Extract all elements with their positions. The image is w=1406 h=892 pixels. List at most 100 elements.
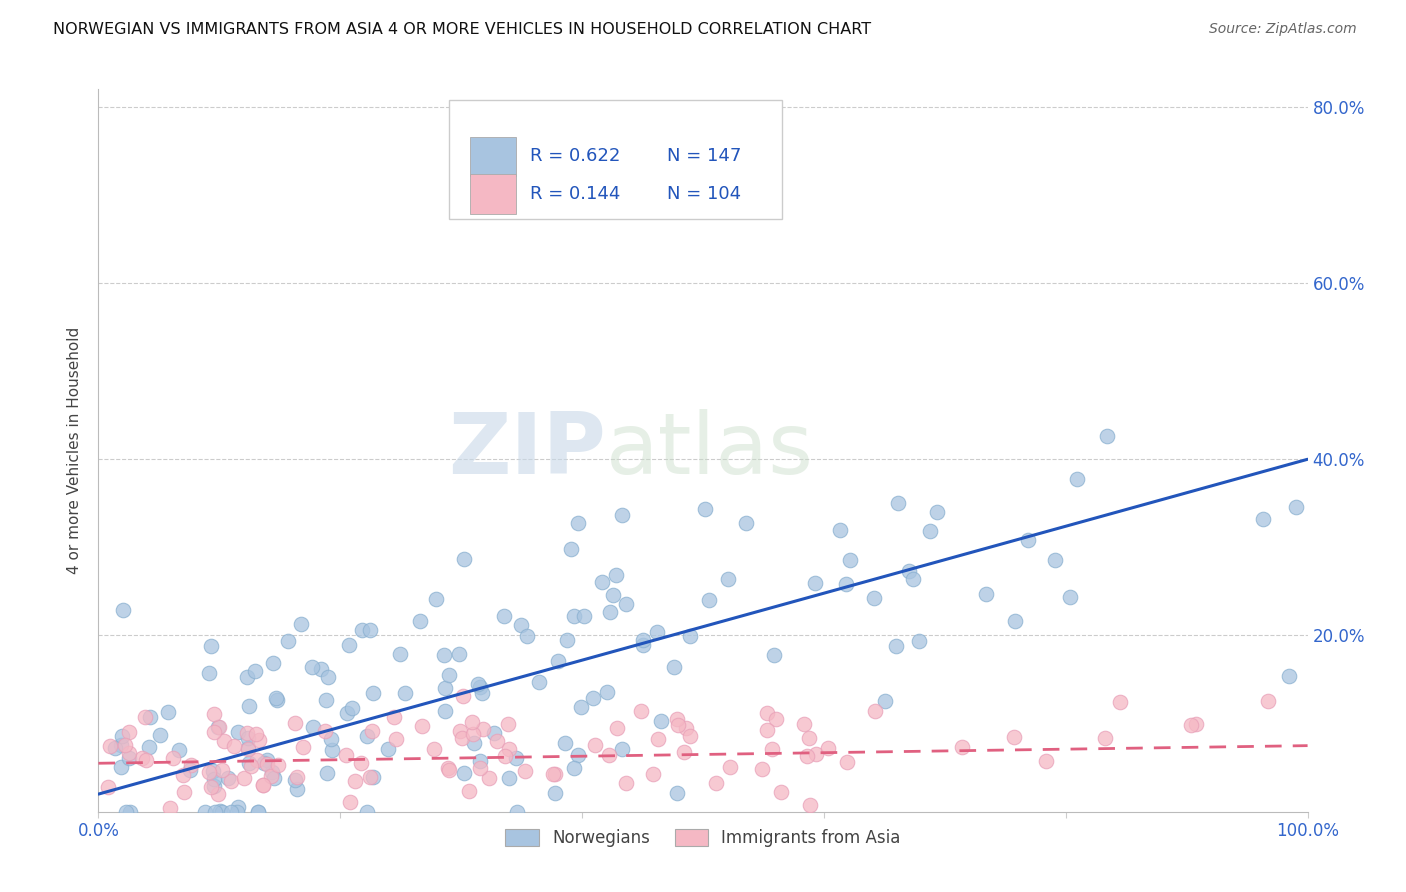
- Point: [134, 710, 156, 724]
- Text: R = 0.622: R = 0.622: [530, 147, 620, 165]
- Point: [350, 756, 373, 770]
- Point: [222, 739, 245, 753]
- Point: [506, 805, 529, 819]
- Point: [1251, 512, 1274, 526]
- Point: [315, 693, 337, 707]
- Point: [1185, 717, 1208, 731]
- Point: [226, 724, 249, 739]
- Point: [377, 742, 399, 756]
- Point: [356, 805, 378, 819]
- Point: [562, 761, 585, 775]
- Point: [908, 634, 931, 648]
- Point: [285, 782, 308, 797]
- Point: [453, 765, 475, 780]
- Point: [301, 660, 323, 674]
- Point: [359, 623, 381, 637]
- Point: [437, 763, 460, 777]
- Point: [471, 723, 494, 737]
- Point: [835, 577, 858, 591]
- Point: [647, 732, 669, 747]
- Point: [169, 743, 191, 757]
- Point: [138, 740, 160, 755]
- Point: [302, 720, 325, 734]
- Point: [139, 710, 162, 724]
- Point: [650, 714, 672, 728]
- Point: [316, 766, 339, 780]
- Point: [1066, 472, 1088, 486]
- Point: [267, 757, 290, 772]
- Point: [202, 779, 225, 793]
- Point: [131, 751, 153, 765]
- Point: [361, 686, 384, 700]
- Point: [645, 625, 668, 640]
- Point: [157, 705, 180, 719]
- Point: [236, 670, 259, 684]
- Text: R = 0.144: R = 0.144: [530, 185, 620, 203]
- Point: [799, 797, 821, 812]
- Point: [207, 720, 229, 734]
- Point: [633, 632, 655, 647]
- Point: [180, 758, 202, 772]
- Point: [547, 654, 569, 668]
- Point: [382, 710, 405, 724]
- Point: [835, 755, 858, 769]
- Point: [461, 715, 484, 730]
- Point: [284, 716, 307, 731]
- Point: [179, 763, 201, 777]
- Point: [361, 770, 384, 784]
- Point: [339, 795, 361, 809]
- Point: [828, 523, 851, 537]
- Point: [572, 608, 595, 623]
- Point: [245, 727, 267, 741]
- Point: [793, 717, 815, 731]
- FancyBboxPatch shape: [470, 136, 516, 177]
- Point: [238, 756, 260, 770]
- Point: [343, 774, 366, 789]
- Point: [337, 639, 360, 653]
- Point: [467, 677, 489, 691]
- Point: [277, 634, 299, 648]
- Point: [602, 588, 624, 602]
- Point: [1285, 500, 1308, 515]
- Point: [149, 728, 172, 742]
- Point: [761, 742, 783, 756]
- Point: [200, 639, 222, 653]
- Point: [284, 772, 307, 787]
- Point: [478, 771, 501, 785]
- Point: [112, 603, 135, 617]
- Point: [285, 770, 308, 784]
- Point: [243, 665, 266, 679]
- Point: [110, 738, 132, 752]
- Point: [614, 776, 637, 790]
- Point: [359, 770, 381, 784]
- Point: [679, 629, 702, 643]
- Point: [920, 524, 942, 538]
- Point: [425, 592, 447, 607]
- Point: [817, 741, 839, 756]
- Text: N = 147: N = 147: [666, 147, 741, 165]
- Point: [769, 785, 792, 799]
- Point: [596, 685, 619, 699]
- Point: [873, 694, 896, 708]
- Text: atlas: atlas: [606, 409, 814, 492]
- Point: [411, 718, 433, 732]
- Point: [470, 761, 492, 775]
- Point: [336, 706, 359, 721]
- Point: [591, 574, 613, 589]
- FancyBboxPatch shape: [470, 174, 516, 214]
- Point: [458, 783, 481, 797]
- Point: [173, 785, 195, 799]
- Point: [679, 730, 702, 744]
- Point: [335, 747, 357, 762]
- Point: [352, 623, 374, 637]
- Point: [631, 638, 654, 652]
- Point: [599, 606, 621, 620]
- Point: [498, 772, 520, 786]
- Legend: Norwegians, Immigrants from Asia: Norwegians, Immigrants from Asia: [499, 822, 907, 854]
- Point: [290, 617, 312, 632]
- Point: [225, 805, 247, 819]
- Point: [260, 769, 283, 783]
- Point: [447, 648, 470, 662]
- Point: [516, 629, 538, 643]
- Point: [562, 609, 585, 624]
